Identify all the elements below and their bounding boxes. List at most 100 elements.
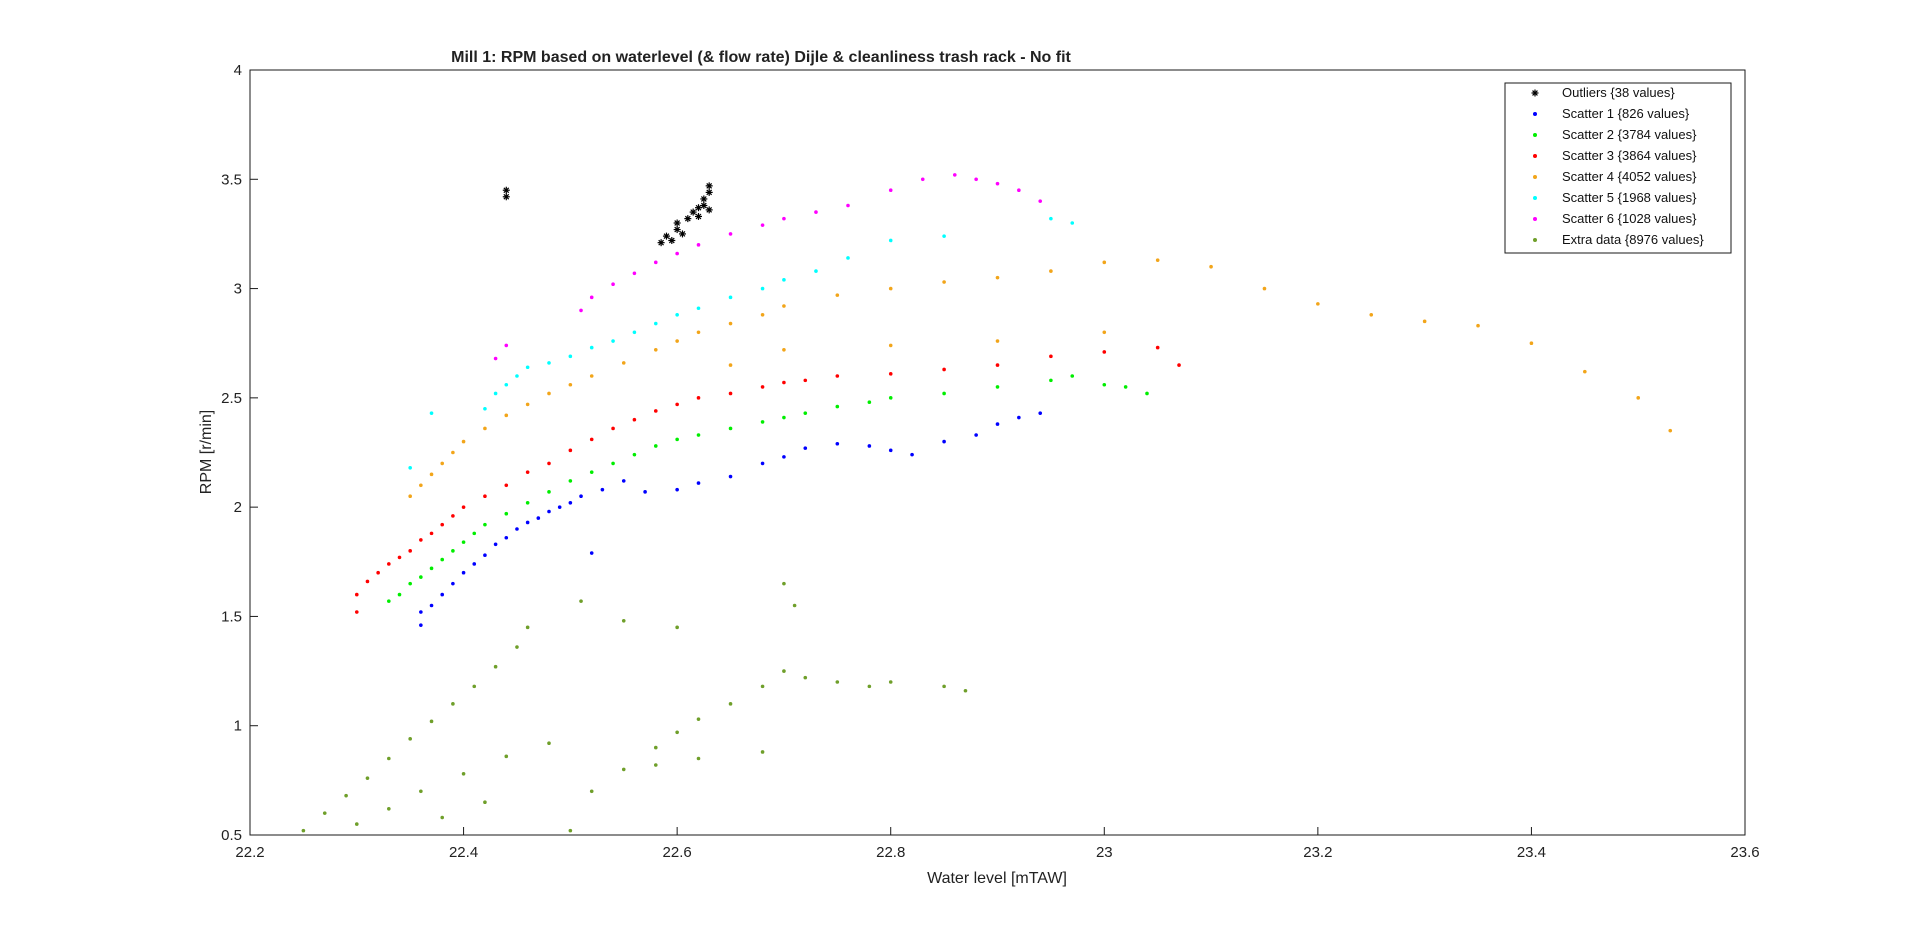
data-point — [429, 566, 434, 571]
data-point — [1476, 323, 1480, 328]
data-point — [1668, 428, 1673, 433]
data-point — [1102, 382, 1107, 387]
data-point — [1102, 260, 1107, 265]
data-point — [1636, 396, 1641, 400]
y-tick-label: 1 — [234, 718, 242, 735]
data-point — [1316, 302, 1320, 306]
data-point — [782, 278, 786, 282]
data-point — [579, 494, 583, 499]
outlier-point — [502, 186, 510, 194]
data-point — [653, 444, 658, 448]
data-point — [354, 610, 359, 614]
data-point — [846, 256, 850, 260]
data-point — [525, 470, 530, 474]
data-point — [1529, 341, 1534, 346]
data-point — [1155, 345, 1160, 350]
data-point — [1038, 199, 1043, 203]
data-point — [568, 354, 573, 359]
data-point — [483, 494, 487, 499]
data-point — [653, 409, 658, 413]
data-point — [675, 339, 679, 343]
data-point — [1049, 354, 1053, 359]
y-tick-label: 4 — [234, 62, 242, 79]
data-point — [515, 645, 519, 649]
data-point — [472, 684, 477, 689]
data-point — [803, 378, 808, 383]
y-axis-label: RPM [r/min] — [198, 410, 215, 494]
x-tick-label: 23.4 — [1517, 844, 1546, 861]
y-tick-label: 1.5 — [221, 608, 242, 625]
data-point — [440, 461, 445, 466]
data-point — [547, 391, 551, 396]
data-point — [483, 406, 487, 411]
x-tick-label: 22.8 — [876, 844, 905, 861]
data-point — [760, 461, 765, 466]
data-point — [344, 793, 348, 798]
data-point — [493, 356, 498, 361]
legend-label: Scatter 1 {826 values} — [1562, 106, 1690, 121]
data-point — [995, 363, 1000, 367]
data-point — [547, 461, 551, 466]
data-point — [1017, 415, 1021, 420]
series-0 — [502, 182, 713, 247]
outlier-point — [662, 232, 670, 240]
outlier-point — [705, 206, 713, 214]
legend-label: Scatter 2 {3784 values} — [1562, 127, 1697, 142]
data-point — [952, 173, 957, 177]
data-point — [632, 330, 637, 335]
data-point — [995, 339, 1000, 343]
data-point — [835, 293, 840, 297]
data-point — [696, 243, 701, 247]
chart-title: Mill 1: RPM based on waterlevel (& flow … — [451, 49, 1071, 66]
data-point — [888, 286, 893, 291]
data-point — [568, 448, 573, 453]
data-point — [611, 339, 615, 343]
data-point — [419, 610, 423, 614]
y-axis: 0.5 1 1.5 2 2.5 3 3.5 4 — [221, 62, 258, 844]
x-tick-label: 22.2 — [235, 844, 264, 861]
data-point — [419, 483, 423, 488]
data-point — [760, 385, 765, 389]
data-point — [493, 664, 498, 669]
data-point — [354, 822, 359, 826]
legend-marker — [1533, 196, 1537, 200]
data-point — [365, 776, 370, 780]
data-point — [675, 313, 679, 317]
data-point — [888, 680, 893, 684]
outlier-point — [678, 230, 686, 238]
data-point — [653, 260, 658, 265]
data-point — [429, 719, 434, 724]
data-point — [568, 828, 573, 833]
data-point — [408, 581, 412, 586]
data-point — [942, 684, 946, 689]
data-point — [397, 592, 402, 597]
legend-label: Scatter 6 {1028 values} — [1562, 211, 1697, 226]
data-point — [451, 549, 455, 553]
data-point — [483, 800, 487, 805]
data-point — [493, 391, 498, 396]
data-point — [429, 472, 434, 477]
data-point — [525, 365, 530, 370]
data-point — [504, 535, 509, 540]
outlier-point — [700, 195, 708, 203]
data-point — [483, 553, 487, 558]
data-point — [888, 448, 893, 453]
data-point — [835, 441, 840, 446]
series-layer — [301, 173, 1673, 833]
y-tick-label: 2.5 — [221, 390, 242, 407]
data-point — [525, 625, 530, 630]
data-point — [696, 306, 701, 311]
legend-marker — [1533, 133, 1537, 137]
data-point — [867, 684, 872, 689]
data-point — [387, 562, 391, 566]
data-point — [589, 551, 594, 555]
data-point — [846, 203, 850, 208]
data-point — [579, 308, 583, 313]
data-point — [504, 754, 509, 759]
data-point — [451, 702, 455, 706]
data-point — [589, 295, 594, 300]
data-point — [942, 234, 946, 238]
plot-area — [249, 69, 1746, 836]
data-point — [814, 210, 818, 214]
